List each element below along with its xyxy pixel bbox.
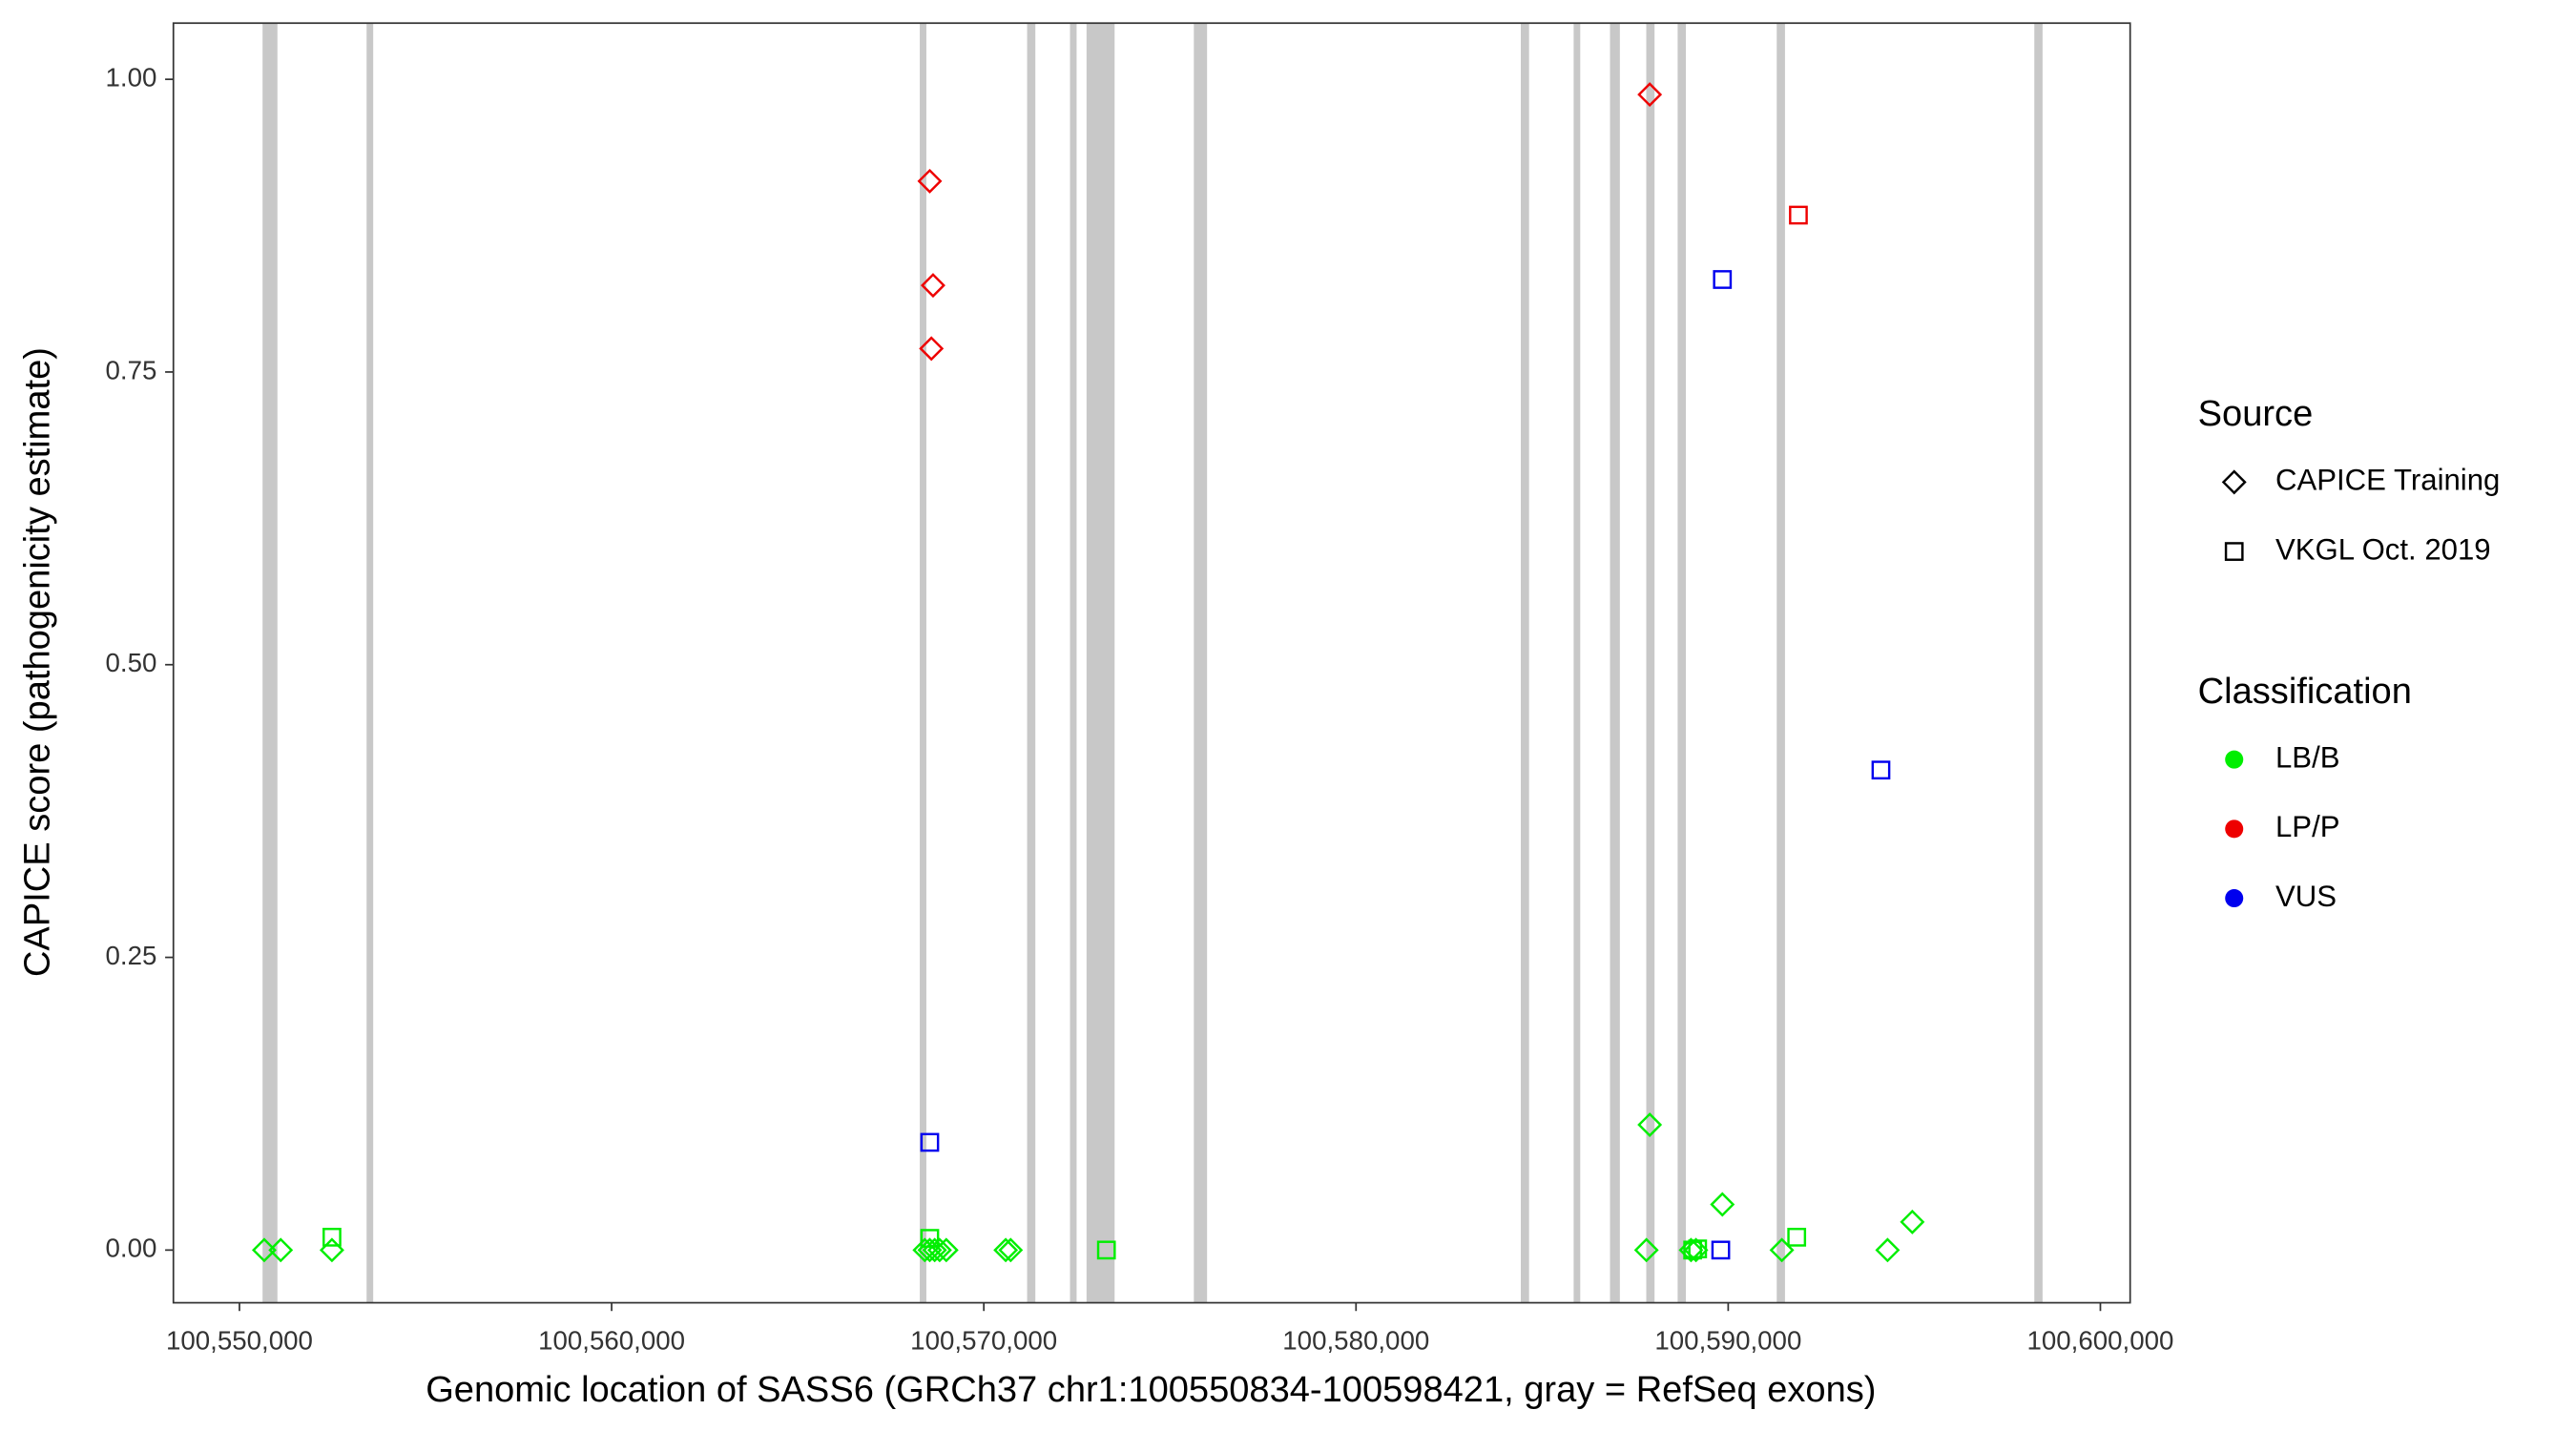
point — [1787, 1227, 1807, 1247]
exon — [1677, 23, 1687, 1303]
legend-label: LB/B — [2275, 740, 2340, 774]
point — [920, 1132, 940, 1152]
exon — [1027, 23, 1036, 1303]
exon — [1086, 23, 1115, 1303]
point — [268, 1237, 294, 1263]
plot-area — [251, 23, 2043, 1303]
point — [1710, 1192, 1735, 1217]
y-tick-label: 1.00 — [106, 62, 157, 92]
legend-key — [2221, 469, 2247, 495]
point — [1683, 1240, 1703, 1260]
point — [1713, 270, 1733, 289]
legend-label: LP/P — [2275, 810, 2340, 843]
legend-label: VKGL Oct. 2019 — [2275, 532, 2491, 566]
legend-key — [2225, 819, 2244, 839]
point — [1637, 82, 1663, 108]
x-tick-label: 100,580,000 — [1282, 1325, 1429, 1355]
point — [1711, 1240, 1731, 1260]
x-axis-title: Genomic location of SASS6 (GRCh37 chr1:1… — [426, 1370, 1876, 1410]
x-tick-label: 100,550,000 — [166, 1325, 313, 1355]
panel-border — [172, 22, 2131, 1304]
x-tick-label: 100,590,000 — [1654, 1325, 1801, 1355]
point — [1875, 1237, 1901, 1263]
point — [917, 168, 943, 194]
y-tick-label: 0.75 — [106, 355, 157, 384]
point — [998, 1237, 1024, 1263]
exon — [1194, 23, 1208, 1303]
exon — [1573, 23, 1581, 1303]
legend-key — [2225, 750, 2244, 769]
x-tick-label: 100,600,000 — [2026, 1325, 2173, 1355]
y-tick-label: 0.50 — [106, 648, 157, 677]
exon — [2034, 23, 2043, 1303]
exon — [366, 23, 374, 1303]
point — [1096, 1240, 1116, 1260]
point — [1871, 760, 1891, 780]
legend-label: CAPICE Training — [2275, 464, 2500, 497]
y-tick-label: 0.00 — [106, 1234, 157, 1263]
legend-label: VUS — [2275, 880, 2337, 913]
exon — [1521, 23, 1529, 1303]
point — [1688, 1239, 1708, 1258]
y-axis-title: CAPICE score (pathogenicity estimate) — [18, 347, 58, 977]
legend-title: Classification — [2198, 672, 2412, 712]
exon — [1070, 23, 1077, 1303]
legend-title: Source — [2198, 394, 2314, 434]
point — [251, 1237, 277, 1263]
point — [322, 1227, 342, 1247]
x-tick-label: 100,560,000 — [538, 1325, 685, 1355]
point — [993, 1237, 1019, 1263]
exon — [262, 23, 278, 1303]
point — [920, 1229, 940, 1248]
exon — [1776, 23, 1785, 1303]
point — [1900, 1209, 1925, 1234]
point — [921, 273, 945, 299]
exon — [920, 23, 926, 1303]
legend-key — [2225, 889, 2244, 908]
exon — [1610, 23, 1620, 1303]
point — [1789, 205, 1808, 225]
exon — [1646, 23, 1655, 1303]
x-tick-label: 100,570,000 — [910, 1325, 1057, 1355]
point — [1637, 1112, 1663, 1137]
y-tick-label: 0.25 — [106, 941, 157, 970]
legend-key — [2224, 542, 2244, 561]
point — [1633, 1237, 1659, 1263]
point — [919, 336, 945, 362]
